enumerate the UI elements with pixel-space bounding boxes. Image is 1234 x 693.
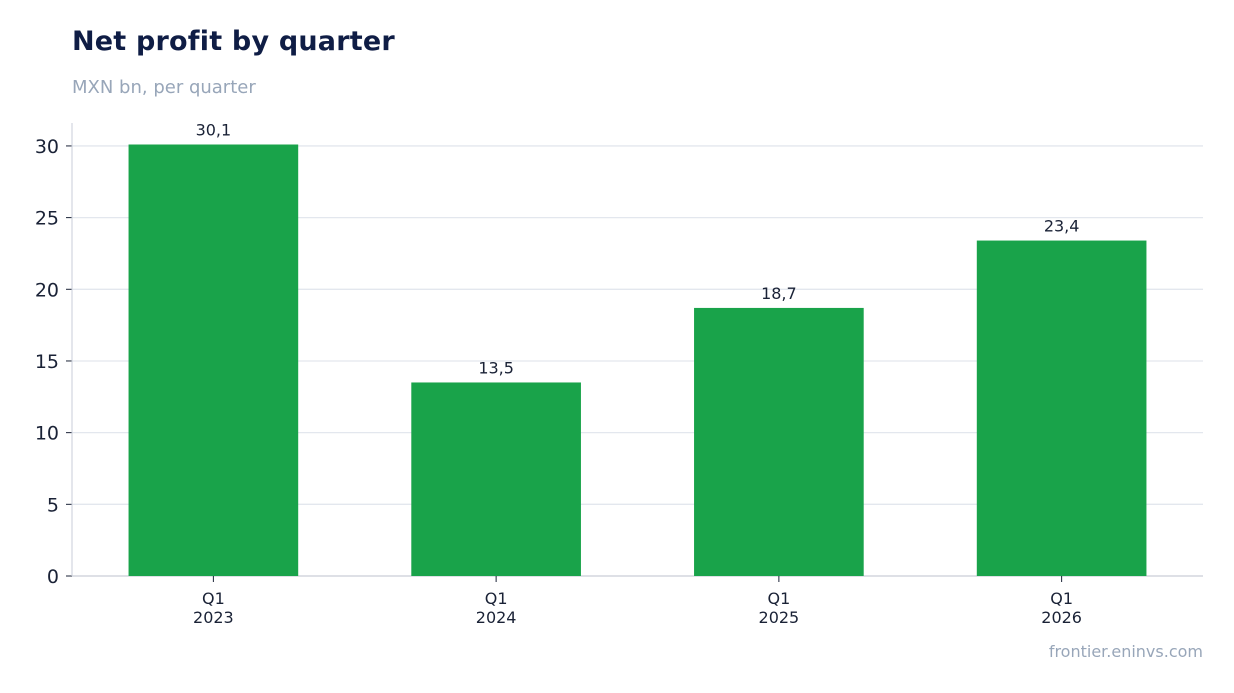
x-tick-label-line: 2024 bbox=[476, 608, 517, 627]
x-tick-label-line: Q1 bbox=[485, 589, 508, 608]
bar bbox=[128, 144, 299, 576]
y-tick-label: 15 bbox=[35, 351, 59, 373]
data-label: 13,5 bbox=[478, 358, 514, 377]
chart-subtitle: MXN bn, per quarter bbox=[72, 77, 256, 98]
x-tick-label: Q1 2026 bbox=[1041, 589, 1082, 627]
x-tick-label-line: Q1 bbox=[767, 589, 790, 608]
data-label: 18,7 bbox=[761, 284, 797, 303]
x-tick-label: Q1 2025 bbox=[759, 589, 800, 627]
x-tick-label: Q1 2023 bbox=[193, 589, 234, 627]
y-tick-label: 30 bbox=[35, 136, 59, 158]
y-tick-label: 25 bbox=[35, 208, 59, 230]
x-tick-label-line: Q1 bbox=[202, 589, 225, 608]
x-tick-label-line: 2026 bbox=[1041, 608, 1082, 627]
y-tick-label: 10 bbox=[35, 423, 59, 445]
data-label: 23,4 bbox=[1044, 217, 1080, 236]
x-tick-label-line: 2023 bbox=[193, 608, 234, 627]
bar bbox=[976, 240, 1147, 576]
chart-title: Net profit by quarter bbox=[72, 26, 395, 57]
source-credit: frontier.eninvs.com bbox=[1048, 642, 1203, 661]
data-label: 30,1 bbox=[196, 121, 232, 140]
bar bbox=[694, 307, 864, 576]
y-tick-label: 20 bbox=[35, 279, 59, 301]
bar bbox=[411, 382, 581, 576]
x-tick-label-line: 2025 bbox=[759, 608, 800, 627]
y-tick-label: 0 bbox=[47, 566, 59, 588]
y-tick-label: 5 bbox=[47, 494, 59, 516]
x-tick-label-line: Q1 bbox=[1050, 589, 1073, 608]
x-tick-label: Q1 2024 bbox=[476, 589, 517, 627]
